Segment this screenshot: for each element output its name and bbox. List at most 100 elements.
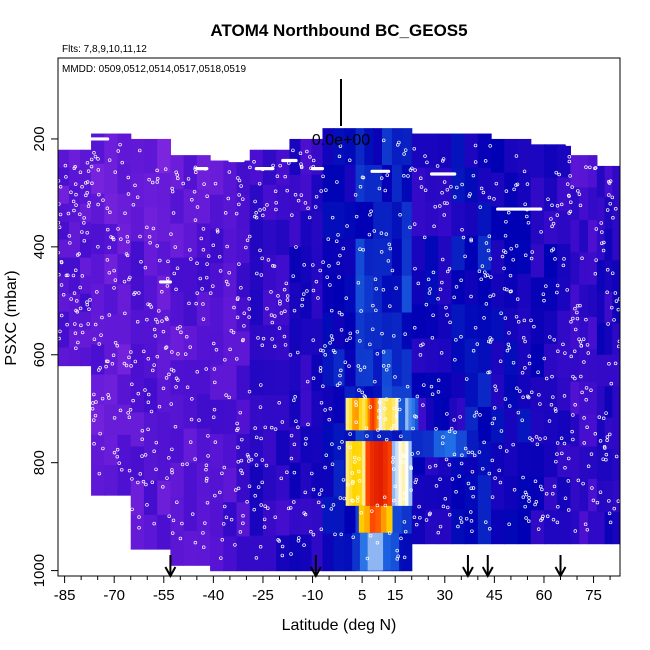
sample-point	[176, 176, 180, 181]
heatmap-cell	[58, 221, 70, 241]
sample-point	[73, 165, 77, 169]
sample-point	[608, 520, 613, 525]
sample-point	[161, 485, 165, 489]
sample-point	[518, 389, 522, 393]
sample-point	[611, 216, 615, 220]
sample-point	[534, 435, 539, 439]
sample-point	[426, 277, 431, 282]
sample-point	[487, 234, 492, 239]
heatmap-hotspot-cell	[395, 397, 400, 431]
sample-point	[206, 434, 210, 438]
sample-point	[195, 291, 199, 295]
sample-point	[464, 516, 469, 521]
sample-point	[614, 299, 619, 303]
sample-point	[74, 203, 78, 207]
heatmap-cell	[424, 236, 439, 271]
sample-point	[299, 164, 304, 169]
sample-point	[85, 300, 89, 304]
sample-point	[303, 442, 308, 446]
heatmap-hotspot-cell	[362, 441, 367, 506]
heatmap-cell	[300, 498, 313, 536]
sample-point	[205, 476, 209, 481]
sample-point	[469, 486, 474, 490]
heatmap-hotspot-cell	[375, 532, 384, 571]
sample-point	[330, 442, 334, 446]
heatmap-cell	[58, 311, 70, 331]
sample-point	[125, 235, 130, 239]
sample-point	[291, 148, 295, 153]
heatmap-hotspot-cell	[390, 532, 400, 571]
sample-point	[527, 354, 532, 359]
heatmap-cell	[236, 399, 251, 435]
sample-point	[441, 504, 446, 509]
sample-point	[549, 217, 553, 221]
heatmap-cell	[311, 282, 324, 320]
sample-point	[439, 351, 444, 355]
sample-point	[418, 515, 422, 520]
heatmap-cell	[477, 475, 492, 511]
sample-point	[185, 462, 189, 466]
sample-point	[388, 304, 392, 308]
sample-point	[505, 287, 509, 292]
sample-point	[262, 517, 267, 522]
heatmap-cell	[236, 365, 251, 401]
heatmap-cell	[588, 252, 598, 286]
heatmap-cell	[438, 236, 452, 271]
heatmap-hotspot-cell	[422, 430, 435, 458]
sample-point	[458, 516, 463, 520]
sample-point	[126, 175, 131, 180]
heatmap-cell	[289, 210, 302, 248]
heatmap-cell	[157, 241, 171, 277]
sample-point	[78, 170, 83, 174]
sample-point	[489, 275, 493, 279]
sample-point	[524, 516, 528, 520]
sample-point	[562, 257, 566, 261]
sample-point	[189, 257, 193, 261]
heatmap-hotspot-cell	[352, 532, 361, 571]
sample-point	[152, 363, 156, 367]
sample-point	[334, 239, 339, 243]
sample-point	[561, 263, 566, 268]
heatmap-cell	[322, 496, 335, 535]
heatmap-cell	[612, 512, 620, 545]
x-axis: -85 -70 -55 -40 -25 -10 5 15 30 45 60 75	[54, 575, 620, 604]
heatmap-cell	[69, 221, 81, 241]
heatmap-cell	[588, 414, 598, 448]
heatmap-cell	[424, 304, 439, 340]
heatmap-cell	[91, 133, 105, 165]
sample-point	[480, 264, 485, 268]
sample-point	[338, 373, 342, 378]
heatmap-cell	[91, 254, 105, 285]
sample-point	[483, 159, 488, 163]
sample-point	[101, 198, 105, 202]
sample-point	[399, 536, 403, 541]
sample-point	[269, 313, 274, 317]
heatmap-cell	[236, 228, 251, 264]
sample-point	[199, 236, 204, 241]
heatmap-cell	[104, 434, 119, 466]
sample-point	[361, 247, 366, 252]
heatmap-cell	[588, 219, 598, 253]
sample-point	[201, 545, 206, 550]
sample-point	[227, 270, 231, 275]
sample-point	[167, 456, 171, 460]
sample-point	[460, 228, 464, 232]
sample-point	[449, 184, 453, 189]
sample-point	[551, 247, 556, 251]
sample-point	[282, 334, 287, 339]
heatmap-cell	[289, 318, 302, 356]
heatmap-cell	[570, 155, 580, 189]
sample-point	[583, 522, 588, 527]
sample-point	[273, 189, 278, 193]
heatmap-cell	[300, 354, 313, 392]
heatmap-cell	[451, 236, 466, 271]
sample-point	[283, 343, 288, 347]
sample-point	[580, 256, 584, 261]
sample-point	[351, 479, 355, 484]
heatmap-cell	[170, 223, 185, 259]
heatmap-cell	[530, 177, 545, 212]
heatmap-cell	[570, 219, 580, 253]
sample-point	[538, 437, 542, 441]
sample-point	[170, 531, 175, 535]
